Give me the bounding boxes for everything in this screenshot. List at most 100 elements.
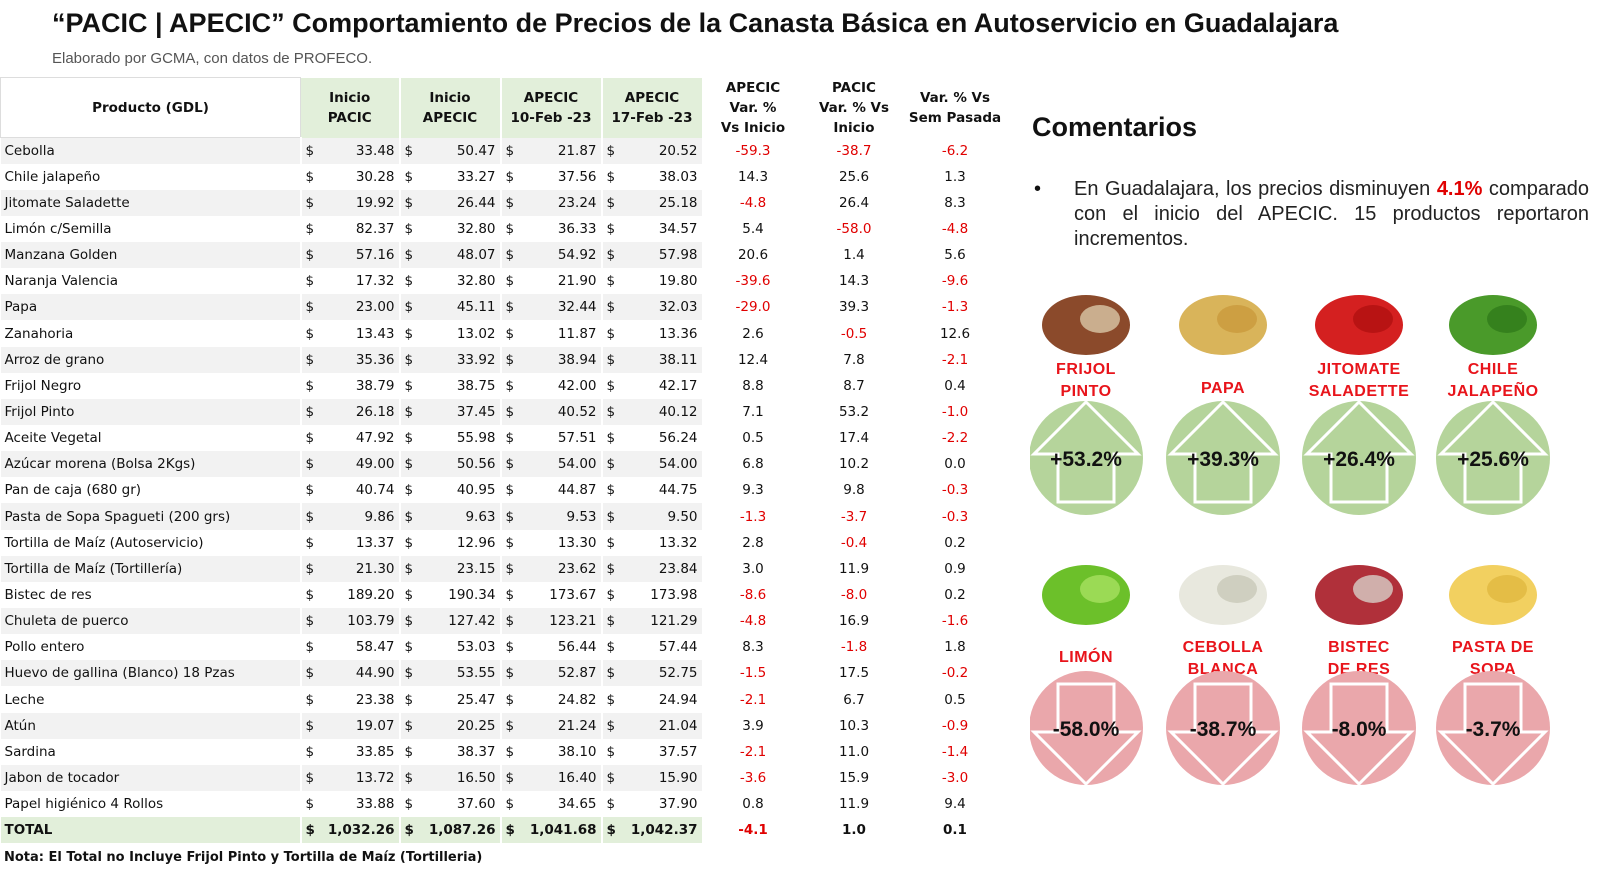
currency: $ — [505, 586, 515, 603]
price-cell: $23.84 — [601, 555, 704, 582]
currency: $ — [404, 247, 414, 264]
price: 56.44 — [557, 639, 597, 656]
currency: $ — [606, 482, 616, 499]
price: 48.07 — [456, 247, 496, 264]
currency: $ — [305, 403, 315, 420]
product-cell: Aceite Vegetal — [0, 425, 302, 452]
price: 33.85 — [355, 743, 395, 760]
currency: $ — [505, 142, 515, 159]
price-cell: $13.72 — [300, 764, 401, 792]
currency: $ — [305, 168, 315, 185]
change-value: +26.4% — [1323, 448, 1395, 471]
price: 26.18 — [355, 403, 395, 420]
price-cell: $26.44 — [399, 189, 502, 216]
price: 37.56 — [557, 168, 597, 185]
currency: $ — [404, 743, 414, 760]
price: 1,032.26 — [327, 822, 395, 839]
variation-cell: 39.3 — [803, 294, 906, 321]
price-cell: $9.53 — [500, 503, 603, 530]
currency: $ — [305, 717, 315, 734]
currency: $ — [606, 586, 616, 603]
currency: $ — [505, 220, 515, 237]
price-cell: $53.03 — [399, 634, 502, 661]
variation-cell: -1.6 — [904, 608, 1007, 635]
variation-cell: 9.4 — [904, 791, 1007, 818]
table-row: Pollo entero $58.47 $53.03 $56.44 $57.44 8.3-… — [0, 634, 1007, 661]
variation-cell: -58.0 — [803, 215, 906, 243]
product-image — [1080, 575, 1120, 603]
table-row: Papel higiénico 4 Rollos $33.88 $37.60 $34.… — [0, 791, 1007, 818]
price-cell: $38.79 — [300, 372, 401, 399]
column-header: Producto (GDL) — [0, 77, 301, 138]
product-cell: Chile jalapeño — [0, 163, 302, 190]
currency: $ — [606, 403, 616, 420]
variation-cell: 12.6 — [904, 320, 1007, 347]
variation-cell: 12.4 — [702, 346, 805, 373]
price: 54.00 — [658, 456, 698, 473]
price: 57.44 — [658, 639, 698, 656]
price-cell: $1,032.26 — [300, 817, 401, 844]
currency: $ — [606, 796, 616, 813]
product-cell: Tortilla de Maíz (Autoservicio) — [0, 529, 302, 556]
currency: $ — [305, 665, 315, 682]
table-row: Frijol Negro $38.79 $38.75 $42.00 $42.17 8.8 8… — [0, 372, 1007, 399]
product-cell: Pan de caja (680 gr) — [0, 477, 302, 504]
variation-cell: 11.0 — [803, 738, 906, 765]
price: 19.92 — [355, 194, 395, 211]
price-cell: $19.92 — [300, 189, 401, 216]
variation-cell: 8.3 — [702, 634, 805, 661]
price-cell: $33.27 — [399, 163, 502, 190]
price-cell: $30.28 — [300, 163, 401, 190]
variation-cell: 0.0 — [904, 451, 1007, 478]
variation-cell: -8.6 — [702, 581, 805, 609]
price-cell: $53.55 — [399, 660, 502, 687]
product-cell: Jitomate Saladette — [0, 189, 302, 216]
product-cell: Naranja Valencia — [0, 268, 302, 295]
column-header: APECIC 10-Feb -23 — [500, 77, 603, 138]
price: 42.17 — [658, 377, 698, 394]
currency: $ — [305, 247, 315, 264]
price-cell: $50.47 — [399, 137, 502, 164]
price: 23.00 — [355, 299, 395, 316]
price-cell: $1,042.37 — [601, 817, 704, 844]
price: 190.34 — [448, 586, 496, 603]
variation-cell: 7.8 — [803, 346, 906, 373]
price: 9.63 — [465, 508, 496, 525]
variation-cell: 1.0 — [803, 817, 906, 844]
variation-cell: 0.1 — [904, 817, 1007, 844]
price: 54.92 — [557, 247, 597, 264]
price-cell: $37.60 — [399, 791, 502, 818]
currency: $ — [505, 691, 515, 708]
variation-cell: 16.9 — [803, 608, 906, 635]
variation-cell: -1.5 — [702, 660, 805, 687]
price-cell: $189.20 — [300, 581, 401, 609]
comment-text: En Guadalajara, los precios disminuyen 4… — [1074, 177, 1589, 252]
currency: $ — [505, 194, 515, 211]
variation-cell: -1.3 — [904, 294, 1007, 321]
price-cell: $21.04 — [601, 712, 704, 739]
table-row: Zanahoria $13.43 $13.02 $11.87 $13.36 2.6 -0.5… — [0, 320, 1007, 347]
variation-cell: -4.8 — [702, 608, 805, 635]
currency: $ — [404, 325, 414, 342]
currency: $ — [505, 508, 515, 525]
price: 50.47 — [456, 142, 496, 159]
variation-cell: -38.7 — [803, 137, 906, 164]
price: 45.11 — [456, 299, 496, 316]
variation-cell: -8.0 — [803, 581, 906, 609]
currency: $ — [606, 639, 616, 656]
currency: $ — [606, 560, 616, 577]
change-value: -58.0% — [1053, 718, 1120, 741]
price-cell: $23.38 — [300, 686, 401, 713]
price: 33.88 — [355, 796, 395, 813]
variation-cell: 6.7 — [803, 686, 906, 713]
product-cell: Chuleta de puerco — [0, 608, 302, 635]
price-cell: $47.92 — [300, 425, 401, 452]
table-row: Chuleta de puerco $103.79 $127.42 $123.21 $1… — [0, 608, 1007, 635]
currency: $ — [305, 299, 315, 316]
price: 53.55 — [456, 665, 496, 682]
price: 13.30 — [557, 534, 597, 551]
price: 57.16 — [355, 247, 395, 264]
product-cell: Frijol Pinto — [0, 398, 302, 426]
currency: $ — [404, 822, 414, 839]
currency: $ — [404, 403, 414, 420]
